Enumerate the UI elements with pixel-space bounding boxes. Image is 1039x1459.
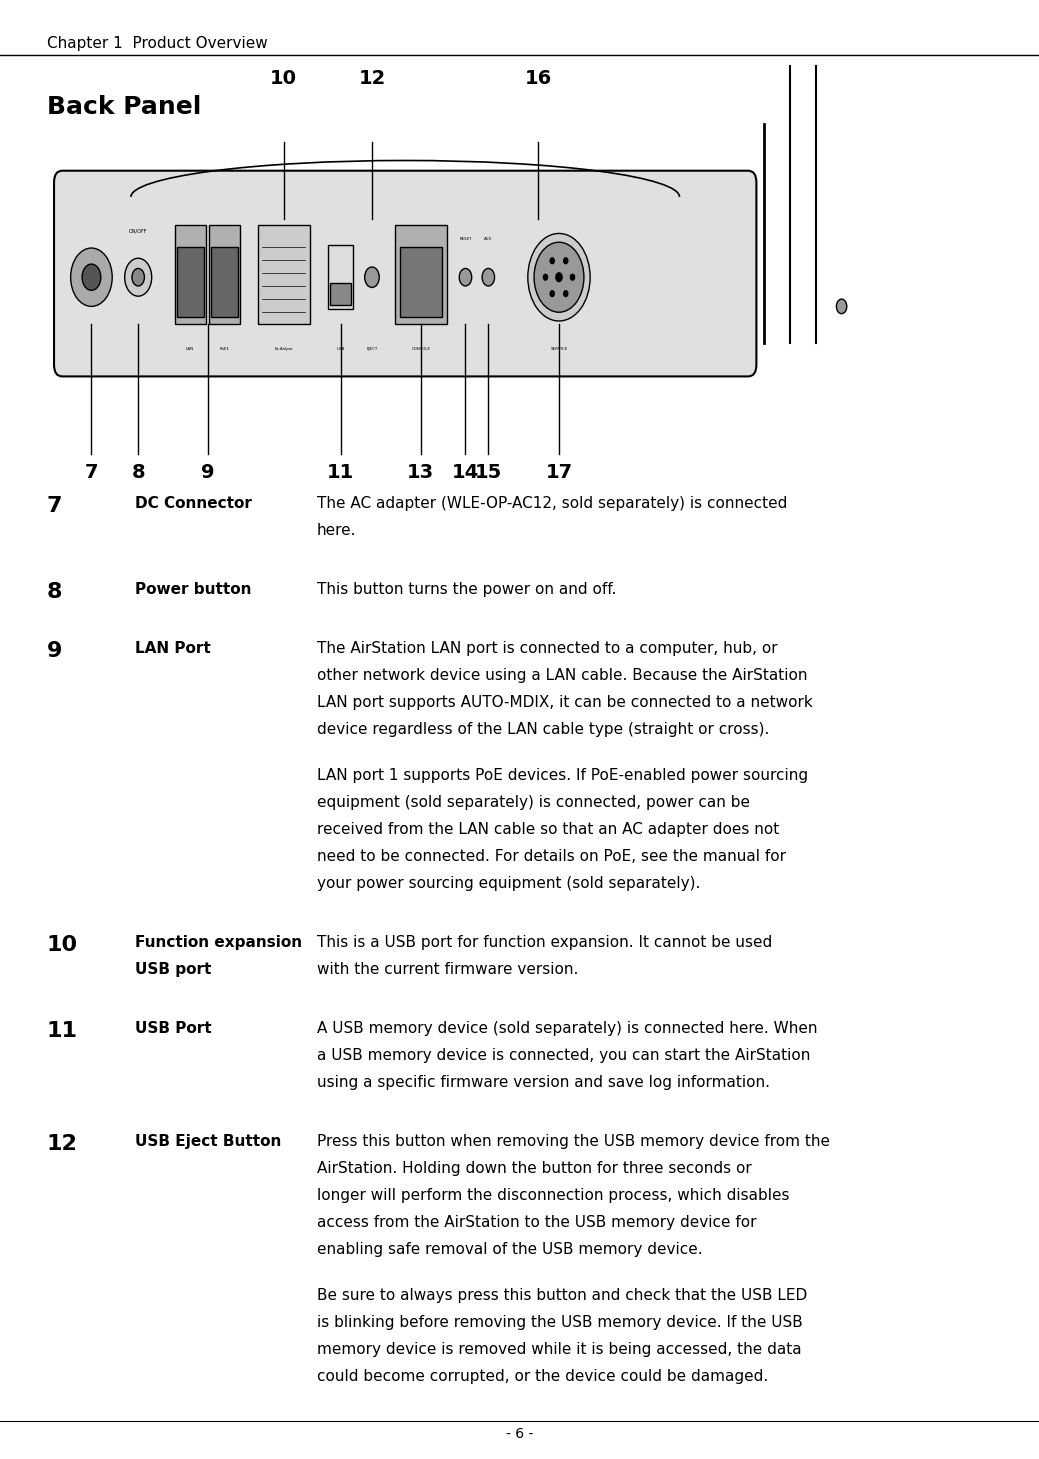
Bar <box>175 225 206 324</box>
Text: 16: 16 <box>525 69 552 88</box>
Text: Function expansion: Function expansion <box>135 935 302 950</box>
Circle shape <box>543 274 548 280</box>
Text: 7: 7 <box>85 463 98 481</box>
Text: USB Eject Button: USB Eject Button <box>135 1134 282 1150</box>
Text: 8: 8 <box>131 463 145 481</box>
Bar <box>211 247 238 317</box>
Bar <box>330 283 351 305</box>
Circle shape <box>564 290 567 296</box>
Bar <box>328 245 353 309</box>
Circle shape <box>482 268 495 286</box>
Text: need to be connected. For details on PoE, see the manual for: need to be connected. For details on PoE… <box>317 849 785 864</box>
Text: Ex.Anlpor: Ex.Anlpor <box>274 347 293 352</box>
Circle shape <box>534 242 584 312</box>
Text: 8: 8 <box>47 582 62 603</box>
Text: A USB memory device (sold separately) is connected here. When: A USB memory device (sold separately) is… <box>317 1021 818 1036</box>
Text: EJECT: EJECT <box>367 347 377 352</box>
Text: 9: 9 <box>47 642 62 661</box>
Text: could become corrupted, or the device could be damaged.: could become corrupted, or the device co… <box>317 1369 768 1385</box>
Text: CONSOLE: CONSOLE <box>411 347 430 352</box>
Circle shape <box>82 264 101 290</box>
Text: equipment (sold separately) is connected, power can be: equipment (sold separately) is connected… <box>317 795 750 810</box>
Text: device regardless of the LAN cable type (straight or cross).: device regardless of the LAN cable type … <box>317 722 769 737</box>
Text: received from the LAN cable so that an AC adapter does not: received from the LAN cable so that an A… <box>317 821 779 837</box>
Text: 7: 7 <box>47 496 62 516</box>
Text: USB port: USB port <box>135 961 212 978</box>
Bar <box>395 225 447 324</box>
Bar <box>258 225 310 324</box>
Circle shape <box>570 274 575 280</box>
Text: with the current firmware version.: with the current firmware version. <box>317 961 579 978</box>
Text: Back Panel: Back Panel <box>47 95 202 118</box>
Text: USB Port: USB Port <box>135 1021 212 1036</box>
Text: access from the AirStation to the USB memory device for: access from the AirStation to the USB me… <box>317 1215 756 1230</box>
Text: RESET: RESET <box>459 236 472 241</box>
Text: USB: USB <box>337 347 345 352</box>
Text: a USB memory device is connected, you can start the AirStation: a USB memory device is connected, you ca… <box>317 1048 810 1064</box>
Text: 11: 11 <box>47 1021 78 1042</box>
Text: LAN: LAN <box>186 347 194 352</box>
Text: longer will perform the disconnection process, which disables: longer will perform the disconnection pr… <box>317 1188 790 1204</box>
Text: Chapter 1  Product Overview: Chapter 1 Product Overview <box>47 36 267 51</box>
Circle shape <box>528 233 590 321</box>
Circle shape <box>132 268 144 286</box>
Text: - 6 -: - 6 - <box>506 1427 533 1441</box>
Circle shape <box>365 267 379 287</box>
Circle shape <box>564 258 567 264</box>
Text: 12: 12 <box>47 1134 78 1154</box>
Text: enabling safe removal of the USB memory device.: enabling safe removal of the USB memory … <box>317 1242 702 1258</box>
Text: DC Connector: DC Connector <box>135 496 251 511</box>
Text: This is a USB port for function expansion. It cannot be used: This is a USB port for function expansio… <box>317 935 772 950</box>
Text: 9: 9 <box>202 463 214 481</box>
Text: LAN port supports AUTO-MDIX, it can be connected to a network: LAN port supports AUTO-MDIX, it can be c… <box>317 694 812 711</box>
Text: Power button: Power button <box>135 582 251 597</box>
Bar <box>177 247 204 317</box>
Circle shape <box>125 258 152 296</box>
Text: using a specific firmware version and save log information.: using a specific firmware version and sa… <box>317 1075 770 1090</box>
Bar <box>209 225 240 324</box>
Text: The AC adapter (WLE-OP-AC12, sold separately) is connected: The AC adapter (WLE-OP-AC12, sold separa… <box>317 496 788 511</box>
Circle shape <box>551 290 555 296</box>
Text: LAN Port: LAN Port <box>135 642 211 657</box>
Text: Be sure to always press this button and check that the USB LED: Be sure to always press this button and … <box>317 1288 807 1303</box>
Text: is blinking before removing the USB memory device. If the USB: is blinking before removing the USB memo… <box>317 1315 803 1331</box>
Text: 10: 10 <box>270 69 297 88</box>
Text: This button turns the power on and off.: This button turns the power on and off. <box>317 582 616 597</box>
Text: here.: here. <box>317 522 356 538</box>
Text: other network device using a LAN cable. Because the AirStation: other network device using a LAN cable. … <box>317 668 807 683</box>
Circle shape <box>836 299 847 314</box>
Text: 12: 12 <box>358 69 385 88</box>
Circle shape <box>71 248 112 306</box>
Circle shape <box>551 258 555 264</box>
Text: 10: 10 <box>47 935 78 956</box>
Bar <box>400 247 442 317</box>
Text: The AirStation LAN port is connected to a computer, hub, or: The AirStation LAN port is connected to … <box>317 642 777 657</box>
Text: 17: 17 <box>545 463 572 481</box>
Text: your power sourcing equipment (sold separately).: your power sourcing equipment (sold sepa… <box>317 875 700 891</box>
Text: ON/OFF: ON/OFF <box>129 229 148 233</box>
Text: SERVICE: SERVICE <box>551 347 567 352</box>
Circle shape <box>459 268 472 286</box>
Text: Press this button when removing the USB memory device from the: Press this button when removing the USB … <box>317 1134 830 1150</box>
Text: 13: 13 <box>407 463 434 481</box>
Text: AUX: AUX <box>484 236 492 241</box>
Circle shape <box>556 273 562 282</box>
Text: LAN port 1 supports PoE devices. If PoE-enabled power sourcing: LAN port 1 supports PoE devices. If PoE-… <box>317 767 808 783</box>
Text: 11: 11 <box>327 463 354 481</box>
Text: AirStation. Holding down the button for three seconds or: AirStation. Holding down the button for … <box>317 1161 751 1176</box>
Text: memory device is removed while it is being accessed, the data: memory device is removed while it is bei… <box>317 1342 801 1357</box>
Text: 14: 14 <box>452 463 479 481</box>
FancyBboxPatch shape <box>54 171 756 376</box>
Text: 15: 15 <box>475 463 502 481</box>
Text: PoE1: PoE1 <box>219 347 230 352</box>
